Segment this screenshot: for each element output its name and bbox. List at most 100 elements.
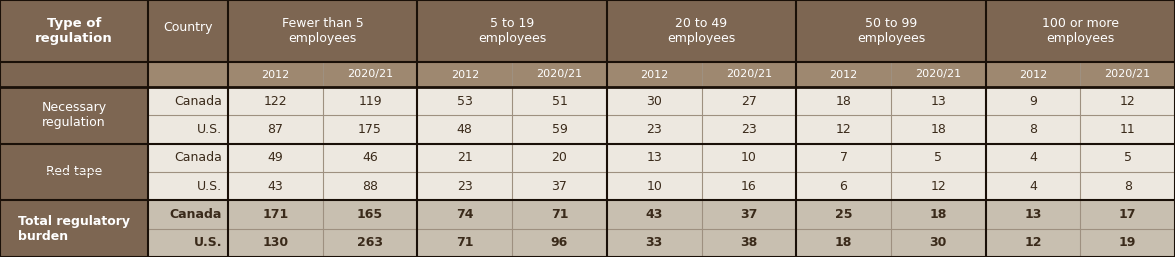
Text: 5: 5 [1123,151,1132,164]
Bar [0,62,148,87]
Text: 33: 33 [645,236,663,249]
Text: 7: 7 [840,151,847,164]
Text: Total regulatory
burden: Total regulatory burden [18,215,130,243]
Text: 51: 51 [551,95,568,108]
Text: 96: 96 [551,236,568,249]
Text: Canada: Canada [174,95,222,108]
Text: 59: 59 [551,123,568,136]
Text: 100 or more
employees: 100 or more employees [1042,17,1119,45]
Text: 38: 38 [740,236,758,249]
Text: 87: 87 [268,123,283,136]
Text: 263: 263 [357,236,383,249]
Text: 2012: 2012 [830,69,858,79]
Text: U.S.: U.S. [197,180,222,193]
Bar [0,172,148,200]
Text: 5: 5 [934,151,942,164]
Text: 4: 4 [1029,151,1036,164]
Text: 27: 27 [741,95,757,108]
Text: 6: 6 [840,180,847,193]
Text: 119: 119 [358,95,382,108]
Bar [0,144,1175,172]
Text: 23: 23 [646,123,662,136]
Text: Type of
regulation: Type of regulation [35,17,113,45]
Text: 9: 9 [1029,95,1036,108]
Text: Country: Country [163,22,213,34]
Text: 2020/21: 2020/21 [915,69,961,79]
Text: 12: 12 [931,180,946,193]
Text: 19: 19 [1119,236,1136,249]
Text: 171: 171 [262,208,289,221]
Bar [0,229,148,257]
Text: 21: 21 [457,151,472,164]
Text: 2020/21: 2020/21 [347,69,394,79]
Text: 8: 8 [1123,180,1132,193]
Bar [0,200,148,229]
Text: 11: 11 [1120,123,1135,136]
Bar [148,62,1175,87]
Text: 20: 20 [551,151,568,164]
Text: 37: 37 [740,208,758,221]
Text: 50 to 99
employees: 50 to 99 employees [857,17,925,45]
Text: 30: 30 [646,95,662,108]
Bar [0,172,1175,200]
Text: 48: 48 [457,123,472,136]
Text: Necessary
regulation: Necessary regulation [41,101,107,129]
Text: U.S.: U.S. [197,123,222,136]
Text: 88: 88 [362,180,378,193]
Text: 5 to 19
employees: 5 to 19 employees [478,17,546,45]
Text: 18: 18 [835,236,852,249]
Text: 122: 122 [263,95,287,108]
Text: 37: 37 [551,180,568,193]
Text: 49: 49 [268,151,283,164]
Text: 53: 53 [457,95,472,108]
Text: 2012: 2012 [640,69,669,79]
Text: 165: 165 [357,208,383,221]
Text: 18: 18 [835,95,852,108]
Text: 17: 17 [1119,208,1136,221]
Bar [0,115,148,144]
Bar [0,0,1175,62]
Text: Red tape: Red tape [46,166,102,179]
Text: 2012: 2012 [261,69,289,79]
Text: 10: 10 [741,151,757,164]
Text: 2012: 2012 [451,69,479,79]
Text: 2020/21: 2020/21 [726,69,772,79]
Text: 12: 12 [1025,236,1042,249]
Text: 18: 18 [929,208,947,221]
Text: 2012: 2012 [1019,69,1047,79]
Text: 13: 13 [931,95,946,108]
Text: 25: 25 [834,208,852,221]
Text: 43: 43 [645,208,663,221]
Text: 12: 12 [835,123,852,136]
Text: 74: 74 [456,208,474,221]
Bar [0,229,1175,257]
Text: U.S.: U.S. [194,236,222,249]
Text: 2020/21: 2020/21 [536,69,583,79]
Text: 18: 18 [931,123,946,136]
Text: Canada: Canada [169,208,222,221]
Text: 16: 16 [741,180,757,193]
Text: 8: 8 [1029,123,1038,136]
Text: 43: 43 [268,180,283,193]
Bar [0,87,1175,115]
Text: 30: 30 [929,236,947,249]
Text: 23: 23 [741,123,757,136]
Text: 46: 46 [362,151,378,164]
Text: 23: 23 [457,180,472,193]
Text: 13: 13 [646,151,662,164]
Bar [0,87,148,115]
Bar [0,115,1175,144]
Text: 130: 130 [262,236,288,249]
Text: 175: 175 [358,123,382,136]
Text: 4: 4 [1029,180,1036,193]
Text: 71: 71 [551,208,569,221]
Text: 12: 12 [1120,95,1135,108]
Bar [0,200,1175,229]
Bar [0,144,148,172]
Text: 20 to 49
employees: 20 to 49 employees [667,17,736,45]
Text: 10: 10 [646,180,662,193]
Text: 2020/21: 2020/21 [1104,69,1150,79]
Text: Canada: Canada [174,151,222,164]
Text: 71: 71 [456,236,474,249]
Text: Fewer than 5
employees: Fewer than 5 employees [282,17,363,45]
